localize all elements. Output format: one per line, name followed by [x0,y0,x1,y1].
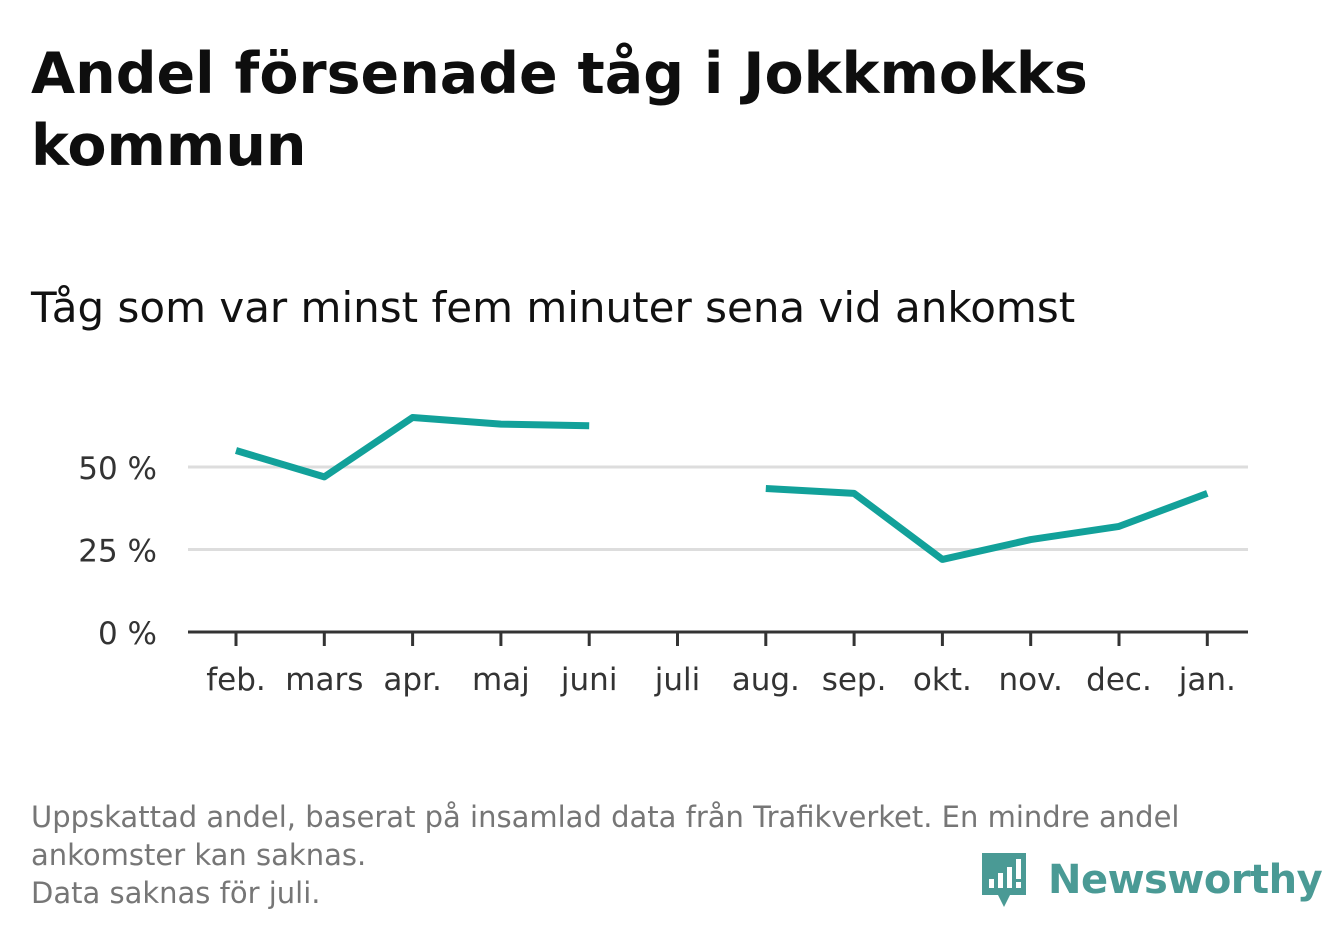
newsworthy-logo: Newsworthy [980,848,1322,912]
x-tick-label: dec. [1086,662,1152,698]
x-tick-label: mars [285,662,363,698]
y-tick-label: 0 % [98,616,157,652]
series-line-segment [765,485,1209,563]
gridlines [188,465,1248,551]
x-tick-label: aug. [732,662,800,698]
series-line-segment [234,414,590,481]
x-tick-label: nov. [998,662,1062,698]
x-tick-label: sep. [822,662,887,698]
footnote-missing-data: Data saknas för juli. [31,876,321,910]
y-tick-label: 50 % [78,451,157,487]
x-axis-ticks: feb. mars apr. maj juni juli aug. sep. okt. nov. d… [206,632,1236,698]
x-tick-label: juli [654,662,701,698]
x-tick-label: maj [472,662,530,698]
y-axis-ticks: 0 % 25 % 50 % [78,451,157,652]
x-tick-label: jan. [1178,662,1236,698]
series-lines [234,414,1209,563]
x-tick-label: apr. [383,662,441,698]
chart-subtitle: Tåg som var minst fem minuter sena vid a… [31,283,1076,332]
x-tick-label: feb. [206,662,266,698]
logo-wordmark: Newsworthy [1048,857,1322,903]
footnote: Uppskattad andel, baserat på insamlad da… [31,798,1291,912]
x-tick-label: juni [560,662,618,698]
chart-title: Andel försenade tåg i Jokkmokks kommun [31,41,1088,179]
x-tick-label: okt. [913,662,972,698]
footnote-source: Uppskattad andel, baserat på insamlad da… [31,800,1180,872]
newsworthy-chart-icon [982,853,1026,907]
y-tick-label: 25 % [78,534,157,570]
